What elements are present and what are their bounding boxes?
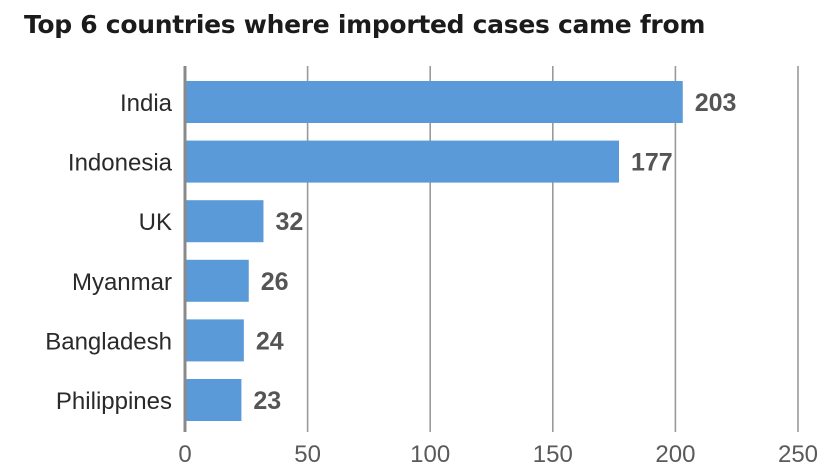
category-label: Philippines bbox=[56, 388, 172, 415]
x-tick-labels: 0 50 100 150 200 250 bbox=[178, 441, 818, 468]
bar bbox=[186, 259, 249, 302]
bar bbox=[186, 200, 264, 243]
x-tick-label: 50 bbox=[294, 441, 321, 468]
category-label: Indonesia bbox=[68, 150, 173, 177]
category-label: UK bbox=[139, 209, 172, 236]
category-label: Myanmar bbox=[72, 269, 172, 296]
chart-title: Top 6 countries where imported cases cam… bbox=[24, 10, 706, 39]
bar bbox=[186, 81, 683, 123]
value-label: 24 bbox=[256, 327, 284, 355]
x-tick-label: 200 bbox=[655, 441, 695, 468]
value-label: 177 bbox=[631, 149, 673, 177]
category-labels: India Indonesia UK Myanmar Bangladesh Philipp… bbox=[45, 90, 172, 415]
gridlines bbox=[183, 66, 799, 432]
bar bbox=[186, 140, 620, 183]
value-labels: 203 177 32 26 24 23 bbox=[253, 89, 736, 415]
value-label: 26 bbox=[261, 268, 289, 296]
value-label: 203 bbox=[695, 89, 737, 117]
category-label: India bbox=[120, 90, 173, 117]
x-tick-label: 150 bbox=[533, 441, 573, 468]
value-label: 32 bbox=[275, 208, 303, 236]
bar bbox=[186, 319, 244, 362]
bar bbox=[186, 379, 242, 421]
value-label: 23 bbox=[253, 387, 281, 415]
x-tick-label: 0 bbox=[178, 441, 191, 468]
x-tick-label: 100 bbox=[410, 441, 450, 468]
x-tick-label: 250 bbox=[778, 441, 818, 468]
bars bbox=[186, 81, 683, 421]
category-label: Bangladesh bbox=[45, 328, 172, 355]
